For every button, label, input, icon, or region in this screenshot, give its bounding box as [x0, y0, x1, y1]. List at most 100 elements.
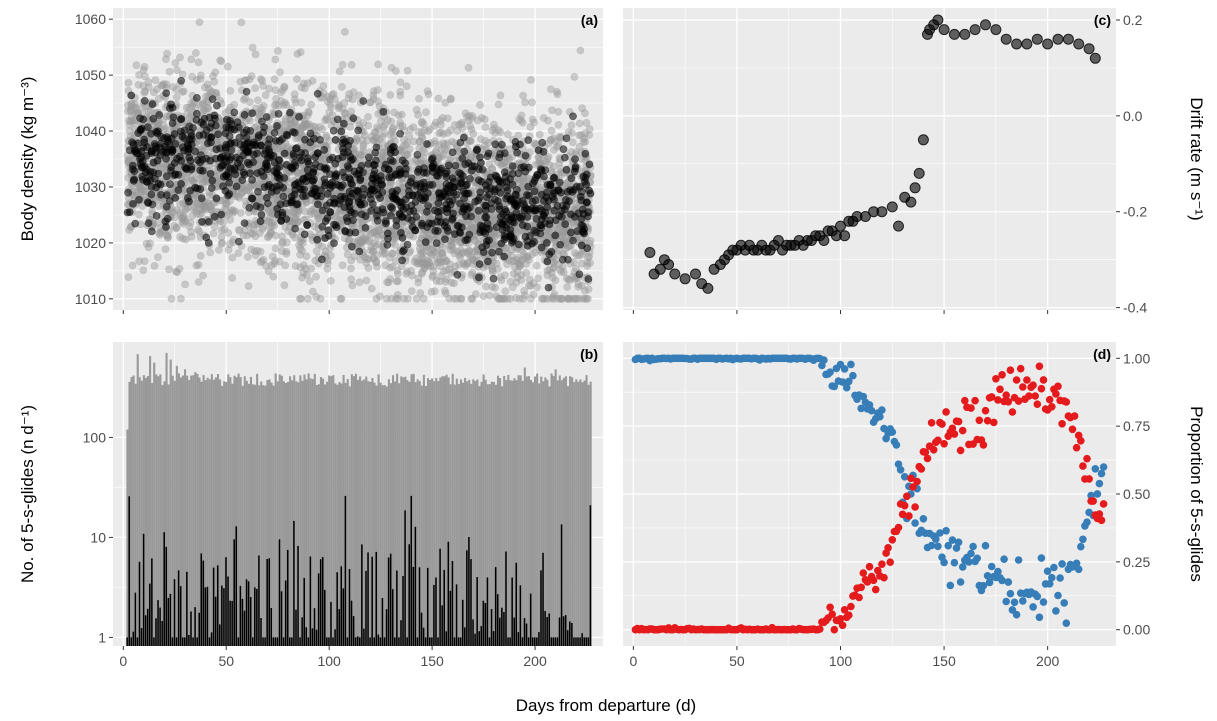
data-point [299, 261, 308, 269]
data-point [409, 123, 418, 132]
data-point [430, 287, 439, 296]
data-point [554, 120, 563, 129]
data-point [279, 192, 288, 201]
data-point [569, 272, 577, 281]
data-point [262, 113, 271, 121]
data-point [393, 290, 402, 299]
data-point [387, 294, 396, 303]
data-point [413, 257, 422, 266]
data-point [401, 159, 409, 167]
data-point [561, 220, 570, 228]
data-point [552, 256, 560, 265]
data-point [362, 276, 371, 285]
data-point [182, 235, 190, 244]
data-point [385, 253, 394, 262]
data-point [431, 226, 440, 235]
data-point [549, 292, 558, 301]
data-point [198, 166, 207, 175]
data-point [199, 271, 207, 280]
data-point [129, 199, 137, 208]
data-point [418, 248, 427, 257]
data-point [162, 80, 171, 89]
data-point [421, 238, 430, 246]
data-point [502, 244, 511, 253]
data-point [199, 106, 208, 115]
data-point [301, 207, 309, 216]
data-point [196, 251, 205, 260]
data-point [398, 256, 407, 265]
data-point [242, 126, 251, 135]
data-point [310, 209, 318, 217]
data-point [161, 55, 170, 64]
data-point [433, 248, 442, 257]
data-point [321, 116, 329, 125]
data-point [303, 111, 312, 120]
data-point [394, 277, 402, 286]
data-point [224, 229, 233, 237]
data-point [357, 236, 366, 245]
data-point [279, 183, 288, 192]
data-point [258, 257, 266, 266]
data-point [296, 250, 304, 259]
data-point [567, 174, 576, 183]
data-point [300, 120, 309, 129]
data-point [442, 266, 450, 275]
data-point [500, 271, 509, 280]
data-point [127, 117, 136, 125]
data-point [488, 248, 496, 257]
data-point [208, 72, 217, 81]
data-point [226, 164, 235, 173]
data-point [443, 114, 452, 123]
data-point [364, 153, 373, 162]
data-point [398, 122, 407, 131]
data-point [134, 210, 143, 219]
data-point [559, 145, 568, 154]
data-point [196, 101, 205, 109]
data-point [427, 251, 436, 260]
data-point [297, 83, 306, 92]
data-point [535, 130, 544, 139]
data-point [327, 103, 335, 111]
data-point [512, 142, 520, 151]
data-point [248, 229, 257, 238]
data-point [171, 59, 180, 67]
data-point [453, 126, 462, 135]
data-point [419, 231, 428, 240]
data-point [474, 273, 483, 282]
data-point [445, 265, 453, 274]
data-point [265, 217, 274, 226]
data-point [513, 228, 522, 236]
data-point [519, 176, 527, 185]
data-point [159, 122, 168, 130]
data-point [253, 169, 262, 177]
data-point [313, 89, 322, 98]
data-point [320, 175, 329, 184]
data-point [525, 255, 533, 264]
data-point [396, 91, 405, 100]
data-point [307, 100, 316, 109]
data-point [144, 243, 153, 252]
data-point [251, 50, 260, 59]
data-point [246, 116, 254, 125]
data-point [364, 121, 373, 130]
data-point [237, 18, 246, 27]
data-point [567, 148, 576, 156]
data-point [571, 248, 579, 257]
data-point [373, 262, 381, 271]
data-point [370, 128, 379, 137]
data-point [429, 271, 438, 280]
data-point [303, 294, 312, 303]
data-point [286, 108, 294, 117]
data-point [240, 111, 249, 119]
data-point [173, 268, 181, 276]
data-point [450, 279, 458, 288]
data-point [128, 165, 137, 174]
data-point [302, 120, 311, 128]
data-point [296, 237, 305, 246]
data-point [430, 121, 439, 130]
data-point [568, 138, 577, 147]
data-point [569, 236, 577, 245]
data-point [583, 244, 592, 253]
data-point [175, 264, 184, 273]
data-point [403, 214, 412, 223]
